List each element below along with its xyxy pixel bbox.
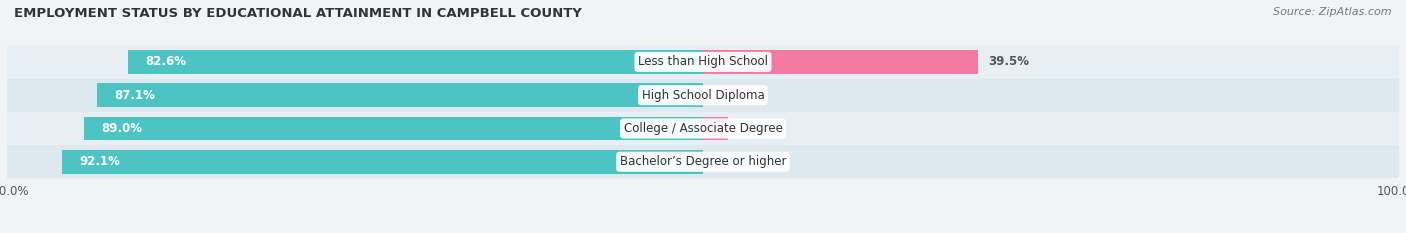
- Text: College / Associate Degree: College / Associate Degree: [624, 122, 782, 135]
- Text: High School Diploma: High School Diploma: [641, 89, 765, 102]
- Text: Source: ZipAtlas.com: Source: ZipAtlas.com: [1274, 7, 1392, 17]
- Bar: [7, 112, 1399, 145]
- Bar: [62, 150, 703, 174]
- Bar: [703, 116, 728, 140]
- Text: Less than High School: Less than High School: [638, 55, 768, 69]
- Text: Bachelor’s Degree or higher: Bachelor’s Degree or higher: [620, 155, 786, 168]
- Bar: [97, 83, 703, 107]
- Text: 3.6%: 3.6%: [738, 122, 772, 135]
- Bar: [128, 50, 703, 74]
- Text: 0.0%: 0.0%: [717, 155, 749, 168]
- Bar: [7, 45, 1399, 79]
- Text: 92.1%: 92.1%: [79, 155, 121, 168]
- Text: 82.6%: 82.6%: [146, 55, 187, 69]
- Bar: [7, 79, 1399, 112]
- Bar: [7, 145, 1399, 178]
- Bar: [703, 50, 979, 74]
- Text: 89.0%: 89.0%: [101, 122, 142, 135]
- Text: 0.0%: 0.0%: [717, 89, 749, 102]
- Text: EMPLOYMENT STATUS BY EDUCATIONAL ATTAINMENT IN CAMPBELL COUNTY: EMPLOYMENT STATUS BY EDUCATIONAL ATTAINM…: [14, 7, 582, 20]
- Text: 39.5%: 39.5%: [988, 55, 1029, 69]
- Text: 87.1%: 87.1%: [114, 89, 155, 102]
- Bar: [83, 116, 703, 140]
